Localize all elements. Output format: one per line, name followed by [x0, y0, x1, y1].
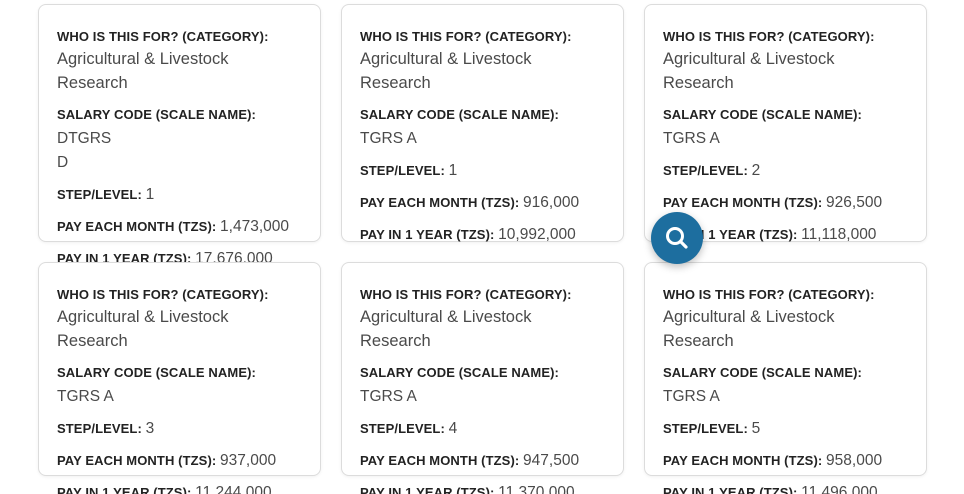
salary-code-label: SALARY CODE (SCALE NAME):: [57, 365, 256, 380]
monthly-pay-row: PAY EACH MONTH (TZS): 937,000: [57, 449, 302, 473]
yearly-pay-value: 10,992,000: [498, 226, 576, 243]
category-value: Agricultural & Livestock Research: [663, 50, 835, 92]
yearly-pay-row: PAY IN 1 YEAR (TZS): 11,496,000: [663, 481, 908, 494]
salary-card: WHO IS THIS FOR? (CATEGORY): Agricultura…: [644, 4, 927, 243]
category-row: WHO IS THIS FOR? (CATEGORY): Agricultura…: [663, 27, 908, 95]
monthly-pay-row: PAY EACH MONTH (TZS): 1,473,000: [57, 215, 302, 239]
category-row: WHO IS THIS FOR? (CATEGORY): Agricultura…: [663, 285, 908, 353]
yearly-pay-row: PAY IN 1 YEAR (TZS): 10,992,000: [360, 223, 605, 247]
salary-card: WHO IS THIS FOR? (CATEGORY): Agricultura…: [644, 262, 927, 494]
step-label: STEP/LEVEL:: [663, 421, 752, 436]
salary-code-row: SALARY CODE (SCALE NAME): TGRS A: [360, 103, 605, 151]
salary-code-label: SALARY CODE (SCALE NAME):: [360, 365, 559, 380]
yearly-pay-label: PAY IN 1 YEAR (TZS):: [57, 485, 196, 494]
monthly-pay-value: 958,000: [826, 452, 883, 469]
yearly-pay-value: 11,118,000: [801, 226, 877, 243]
yearly-pay-label: PAY IN 1 YEAR (TZS):: [663, 485, 802, 494]
step-row: STEP/LEVEL: 1: [360, 159, 605, 183]
category-value: Agricultural & Livestock Research: [57, 308, 229, 350]
category-value: Agricultural & Livestock Research: [57, 50, 229, 92]
salary-code-label: SALARY CODE (SCALE NAME):: [360, 107, 559, 122]
salary-code-value: TGRS A: [360, 130, 417, 147]
monthly-pay-label: PAY EACH MONTH (TZS):: [360, 453, 524, 468]
salary-code-row: SALARY CODE (SCALE NAME): TGRS A: [360, 361, 605, 409]
category-row: WHO IS THIS FOR? (CATEGORY): Agricultura…: [360, 285, 605, 353]
step-label: STEP/LEVEL:: [663, 163, 752, 178]
salary-code-value: TGRS A: [663, 388, 720, 405]
category-label: WHO IS THIS FOR? (CATEGORY):: [360, 29, 572, 44]
yearly-pay-label: PAY IN 1 YEAR (TZS):: [360, 485, 499, 494]
step-row: STEP/LEVEL: 1: [57, 183, 302, 207]
salary-card: WHO IS THIS FOR? (CATEGORY): Agricultura…: [341, 262, 624, 494]
salary-code-value: TGRS A: [57, 388, 114, 405]
monthly-pay-row: PAY EACH MONTH (TZS): 926,500: [663, 191, 908, 215]
salary-card: WHO IS THIS FOR? (CATEGORY): Agricultura…: [38, 262, 321, 494]
monthly-pay-label: PAY EACH MONTH (TZS):: [663, 453, 827, 468]
monthly-pay-value: 937,000: [220, 452, 277, 469]
step-value: 1: [448, 162, 458, 179]
step-row: STEP/LEVEL: 4: [360, 417, 605, 441]
category-value: Agricultural & Livestock Research: [360, 308, 532, 350]
category-label: WHO IS THIS FOR? (CATEGORY):: [663, 287, 875, 302]
salary-code-label: SALARY CODE (SCALE NAME):: [57, 107, 256, 122]
category-row: WHO IS THIS FOR? (CATEGORY): Agricultura…: [57, 285, 302, 353]
monthly-pay-row: PAY EACH MONTH (TZS): 916,000: [360, 191, 605, 215]
monthly-pay-value: 947,500: [523, 452, 580, 469]
category-label: WHO IS THIS FOR? (CATEGORY):: [360, 287, 572, 302]
step-label: STEP/LEVEL:: [57, 187, 146, 202]
monthly-pay-value: 926,500: [826, 194, 883, 211]
salary-card: WHO IS THIS FOR? (CATEGORY): Agricultura…: [341, 4, 624, 243]
category-value: Agricultural & Livestock Research: [663, 308, 835, 350]
salary-code-value: TGRS A: [360, 388, 417, 405]
salary-code-row: SALARY CODE (SCALE NAME): DTGRS D: [57, 103, 302, 175]
category-row: WHO IS THIS FOR? (CATEGORY): Agricultura…: [57, 27, 302, 95]
salary-code-value: TGRS A: [663, 130, 720, 147]
category-label: WHO IS THIS FOR? (CATEGORY):: [57, 287, 269, 302]
salary-code-value: DTGRS D: [57, 130, 112, 171]
search-button[interactable]: [651, 212, 703, 264]
step-value: 3: [145, 420, 155, 437]
salary-code-row: SALARY CODE (SCALE NAME): TGRS A: [663, 361, 908, 409]
yearly-pay-value: 11,370,000: [498, 484, 575, 494]
step-value: 5: [751, 420, 761, 437]
category-value: Agricultural & Livestock Research: [360, 50, 532, 92]
yearly-pay-value: 11,244,000: [195, 484, 272, 494]
step-row: STEP/LEVEL: 5: [663, 417, 908, 441]
monthly-pay-value: 1,473,000: [220, 218, 289, 235]
yearly-pay-label: PAY IN 1 YEAR (TZS):: [360, 227, 499, 242]
monthly-pay-row: PAY EACH MONTH (TZS): 947,500: [360, 449, 605, 473]
monthly-pay-label: PAY EACH MONTH (TZS):: [57, 219, 221, 234]
salary-code-row: SALARY CODE (SCALE NAME): TGRS A: [663, 103, 908, 151]
step-label: STEP/LEVEL:: [57, 421, 146, 436]
step-label: STEP/LEVEL:: [360, 163, 449, 178]
salary-code-row: SALARY CODE (SCALE NAME): TGRS A: [57, 361, 302, 409]
salary-code-label: SALARY CODE (SCALE NAME):: [663, 365, 862, 380]
salary-code-label: SALARY CODE (SCALE NAME):: [663, 107, 862, 122]
monthly-pay-row: PAY EACH MONTH (TZS): 958,000: [663, 449, 908, 473]
monthly-pay-label: PAY EACH MONTH (TZS):: [360, 195, 524, 210]
step-value: 1: [145, 186, 155, 203]
step-value: 2: [751, 162, 761, 179]
category-label: WHO IS THIS FOR? (CATEGORY):: [663, 29, 875, 44]
yearly-pay-row: PAY IN 1 YEAR (TZS): 11,370,000: [360, 481, 605, 494]
salary-card: WHO IS THIS FOR? (CATEGORY): Agricultura…: [38, 4, 321, 267]
category-label: WHO IS THIS FOR? (CATEGORY):: [57, 29, 269, 44]
step-value: 4: [448, 420, 458, 437]
search-icon: [666, 227, 688, 249]
step-label: STEP/LEVEL:: [360, 421, 449, 436]
monthly-pay-value: 916,000: [523, 194, 580, 211]
yearly-pay-value: 11,496,000: [801, 484, 878, 494]
step-row: STEP/LEVEL: 2: [663, 159, 908, 183]
step-row: STEP/LEVEL: 3: [57, 417, 302, 441]
monthly-pay-label: PAY EACH MONTH (TZS):: [57, 453, 221, 468]
monthly-pay-label: PAY EACH MONTH (TZS):: [663, 195, 827, 210]
yearly-pay-row: PAY IN 1 YEAR (TZS): 11,244,000: [57, 481, 302, 494]
category-row: WHO IS THIS FOR? (CATEGORY): Agricultura…: [360, 27, 605, 95]
